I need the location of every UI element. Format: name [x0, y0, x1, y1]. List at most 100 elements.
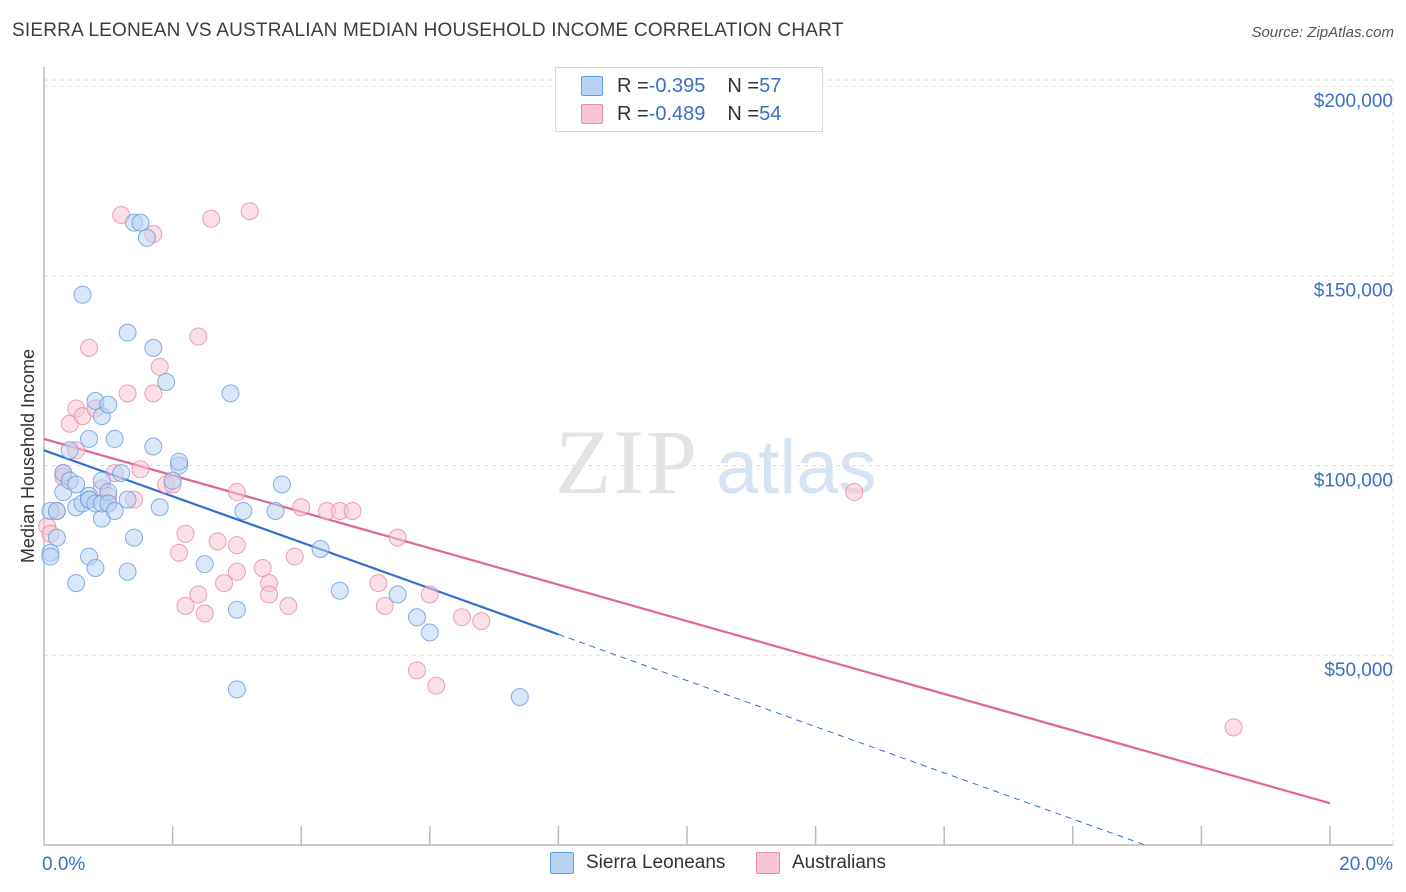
sierra-leonean-point: [118, 490, 137, 509]
sierra-leonean-point: [510, 687, 529, 706]
australian-point: [375, 596, 394, 615]
bottom-legend-label: Sierra Leoneans: [586, 852, 726, 873]
bottom-legend-label: Australians: [792, 852, 886, 873]
australian-point: [845, 483, 864, 502]
australian-point: [292, 498, 311, 517]
x-tick-label-max: 20.0%: [1339, 854, 1393, 875]
sierra-leonean-point: [221, 384, 240, 403]
legend-r-label: R =: [617, 102, 649, 125]
sierra-leonean-point: [47, 528, 66, 547]
sierra-leonean-point: [41, 547, 60, 566]
sierra-leonean-point: [67, 475, 86, 494]
legend-r-label: R =: [617, 74, 649, 97]
legend-n-label: N =: [727, 74, 760, 97]
legend-row-sierra-leoneans: R = -0.395 N = 57: [581, 73, 781, 99]
australian-point: [176, 524, 195, 543]
sierra-leonean-point: [150, 498, 169, 517]
chart-title: SIERRA LEONEAN VS AUSTRALIAN MEDIAN HOUS…: [12, 20, 844, 41]
australian-point: [144, 384, 163, 403]
y-tick-label: $100,000: [1314, 470, 1393, 491]
legend-n-value: 57: [759, 74, 782, 97]
sierra-leonean-point: [388, 585, 407, 604]
sierra-leonean-trend-extension: [558, 633, 1146, 846]
sierra-leonean-point: [157, 372, 176, 391]
sierra-leonean-point: [105, 502, 124, 521]
australian-point: [285, 547, 304, 566]
sierra-leonean-trend-line: [43, 449, 559, 636]
australian-point: [343, 502, 362, 521]
australian-point: [202, 209, 221, 228]
bottom-legend-australians: Australians: [756, 852, 886, 874]
australian-point: [240, 202, 259, 221]
australian-point: [260, 585, 279, 604]
y-axis-label: Median Household Income: [18, 349, 38, 563]
australian-point: [150, 357, 169, 376]
y-tick-label: $150,000: [1314, 281, 1393, 302]
australian-point: [227, 562, 246, 581]
sierra-leonean-point: [227, 600, 246, 619]
sierra-leonean-point: [163, 471, 182, 490]
y-tick-label: $200,000: [1314, 91, 1393, 112]
australian-point: [279, 596, 298, 615]
sierra-leonean-point: [227, 680, 246, 699]
australian-point: [170, 543, 189, 562]
australian-point: [253, 558, 272, 577]
australian-point: [452, 608, 471, 627]
sierra-leonean-point: [47, 502, 66, 521]
sierra-leonean-point: [137, 228, 156, 247]
sierra-leonean-point: [170, 452, 189, 471]
australian-point: [176, 596, 195, 615]
sierra-leonean-point: [112, 464, 131, 483]
legend-r-value: -0.395: [648, 74, 706, 97]
australian-point: [80, 338, 99, 357]
australian-point: [208, 532, 227, 551]
sierra-leonean-point: [118, 323, 137, 342]
sierra-leonean-point: [73, 285, 92, 304]
legend-row-australians: R = -0.489 N = 54: [581, 101, 781, 127]
sierra-leonean-point: [195, 555, 214, 574]
watermark: ZIP atlas: [555, 411, 877, 513]
australian-point: [227, 536, 246, 555]
sierra-leonean-point: [80, 429, 99, 448]
sierra-leonean-point: [131, 213, 150, 232]
sierra-leonean-point: [311, 539, 330, 558]
legend-n-label: N =: [727, 102, 760, 125]
sierra-leonean-point: [118, 562, 137, 581]
sierra-leonean-point: [420, 623, 439, 642]
legend-swatch-blue: [581, 76, 603, 96]
sierra-leonean-point: [99, 395, 118, 414]
axis-labels: $50,000 $100,000 $150,000 $200,000 0.0% 20.0%…: [18, 91, 1393, 875]
sierra-leonean-point: [266, 502, 285, 521]
sierra-leonean-point: [125, 528, 144, 547]
australian-point: [189, 327, 208, 346]
australian-point: [420, 585, 439, 604]
australian-trend-line: [43, 437, 1331, 805]
sierra-leonean-point: [234, 502, 253, 521]
trend-lines: [43, 437, 1331, 846]
bottom-legend-sierra-leoneans: Sierra Leoneans: [550, 852, 725, 874]
australian-point: [195, 604, 214, 623]
sierra-leonean-point: [105, 429, 124, 448]
legend-swatch-pink: [581, 104, 603, 124]
australian-point: [131, 460, 150, 479]
sierra-leonean-point: [86, 558, 105, 577]
data-points: [38, 202, 1243, 737]
watermark-zip: ZIP: [555, 411, 699, 513]
bottom-legend-swatch-blue: [550, 852, 574, 874]
australian-point: [369, 574, 388, 593]
sierra-leonean-point: [330, 581, 349, 600]
sierra-leonean-point: [67, 574, 86, 593]
sierra-leonean-point: [272, 475, 291, 494]
bottom-legend-swatch-pink: [756, 852, 780, 874]
australian-point: [427, 676, 446, 695]
australian-point: [1224, 718, 1243, 737]
australian-point: [388, 528, 407, 547]
australian-point: [118, 384, 137, 403]
australian-point: [407, 661, 426, 680]
sierra-leonean-point: [144, 437, 163, 456]
y-tick-label: $50,000: [1324, 660, 1393, 681]
x-tick-label-min: 0.0%: [42, 854, 85, 875]
sierra-leonean-point: [144, 338, 163, 357]
legend-n-value: 54: [759, 102, 782, 125]
